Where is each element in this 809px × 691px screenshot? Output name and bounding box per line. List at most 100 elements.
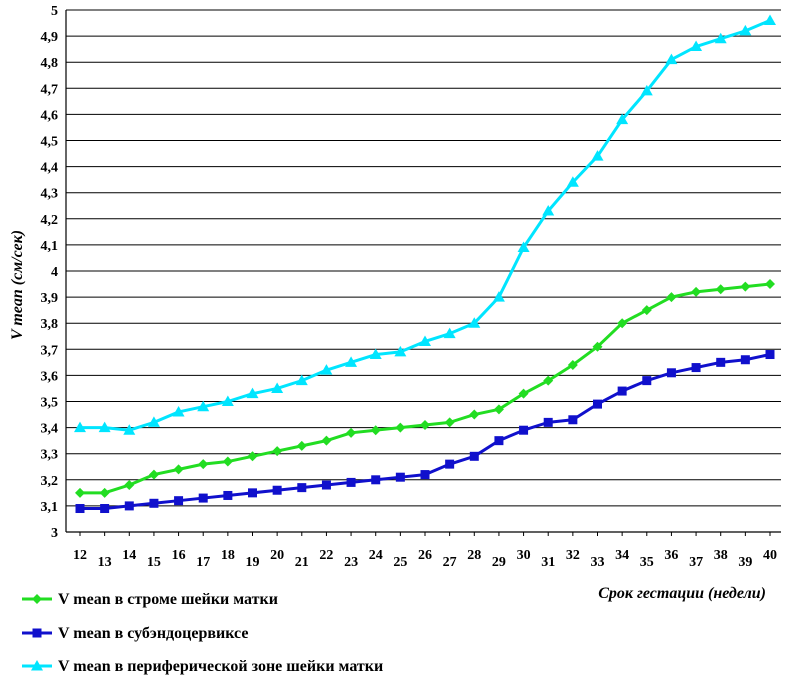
legend-label: V mean в периферической зоне шейки матки — [58, 658, 383, 675]
x-tick-label: 28 — [467, 548, 481, 563]
data-point — [765, 279, 775, 290]
data-point — [566, 176, 579, 187]
data-point — [444, 417, 455, 428]
y-tick-label: 4,1 — [41, 239, 59, 254]
y-tick-label: 3,7 — [41, 343, 59, 358]
x-tick-label: 29 — [492, 555, 506, 570]
data-point — [198, 459, 209, 470]
x-tick-label: 23 — [344, 555, 358, 570]
data-point — [124, 480, 135, 491]
y-tick-label: 3,4 — [41, 422, 59, 437]
data-point — [764, 14, 776, 25]
legend-item: V mean в периферической зоне шейки матки — [22, 658, 383, 675]
x-tick-label: 30 — [517, 548, 531, 563]
x-tick-label: 18 — [221, 548, 235, 563]
series-line — [80, 353, 771, 511]
x-tick-label: 16 — [172, 548, 186, 563]
y-tick-labels: 3 3,1 3,2 3,3 3,4 3,5 3,6 3,7 3,8 3,9 4 4,1 4,2 4,3 4,… — [41, 4, 59, 541]
x-tick-label: 35 — [640, 555, 654, 570]
y-tick-label: 4,8 — [41, 56, 59, 71]
data-point — [517, 241, 530, 253]
data-point — [271, 382, 284, 393]
legend-label: V mean в строме шейки матки — [58, 591, 278, 608]
data-point — [147, 416, 160, 427]
data-point — [617, 386, 627, 396]
data-point — [272, 485, 282, 495]
x-tick-label: 33 — [591, 555, 605, 570]
x-tick-label: 32 — [566, 548, 580, 563]
data-point — [370, 425, 381, 436]
y-tick-label: 3,9 — [41, 291, 59, 306]
data-point — [714, 32, 727, 44]
data-point — [739, 24, 752, 36]
data-point — [297, 483, 307, 493]
data-point — [641, 305, 652, 316]
data-point — [248, 488, 257, 498]
data-point — [715, 284, 726, 295]
data-point — [149, 498, 159, 508]
data-point — [690, 40, 703, 52]
data-point — [395, 472, 405, 482]
axes — [65, 10, 781, 533]
y-tick-label: 3 — [51, 526, 58, 541]
data-point — [518, 388, 529, 399]
x-tick-label: 31 — [541, 555, 555, 570]
x-tick-label: 34 — [615, 548, 629, 563]
data-point — [593, 399, 602, 409]
x-axis-label: Срок гестации (недели) — [598, 585, 766, 602]
x-tick-label: 40 — [763, 548, 777, 563]
data-point — [592, 341, 603, 352]
x-tick-label: 17 — [196, 555, 210, 570]
data-point — [617, 318, 628, 329]
data-point — [419, 335, 431, 346]
data-point — [100, 504, 110, 514]
data-point — [197, 400, 210, 412]
data-point — [98, 421, 111, 433]
gridlines — [66, 9, 781, 533]
data-point — [420, 470, 430, 480]
data-point — [247, 451, 258, 462]
x-tick-label: 27 — [443, 555, 457, 570]
data-point — [296, 440, 307, 451]
y-tick-label: 4,4 — [41, 161, 59, 176]
legend: V mean в строме шейки матки V mean в субэ… — [22, 591, 383, 675]
y-tick-label: 3,5 — [41, 396, 59, 411]
y-tick-label: 4,7 — [41, 82, 59, 97]
data-point — [492, 291, 505, 302]
data-point — [640, 84, 653, 96]
x-tick-label: 37 — [689, 555, 703, 570]
data-point — [320, 364, 333, 375]
legend-marker — [32, 628, 42, 638]
data-point — [543, 417, 553, 427]
x-tick-label: 25 — [393, 555, 407, 570]
series-line — [80, 19, 771, 432]
x-tick-label: 36 — [664, 548, 678, 563]
data-point — [172, 405, 185, 417]
x-tick-label: 20 — [270, 548, 284, 563]
series-2 — [75, 350, 775, 514]
legend-marker — [32, 594, 42, 604]
data-point — [765, 350, 775, 360]
y-tick-label: 5 — [51, 4, 58, 19]
data-point — [443, 327, 456, 339]
data-point — [542, 204, 555, 216]
data-point — [321, 480, 331, 490]
y-tick-label: 4,2 — [41, 213, 59, 228]
data-point — [99, 487, 110, 498]
data-point — [295, 374, 308, 386]
data-point — [616, 113, 629, 125]
data-point — [75, 487, 85, 498]
x-tick-label: 21 — [295, 555, 309, 570]
data-point — [568, 415, 578, 425]
series-1 — [75, 279, 775, 498]
data-point — [346, 477, 356, 487]
y-tick-label: 3,8 — [41, 317, 59, 332]
data-point — [691, 363, 701, 373]
x-tick-labels: 12 13 14 15 16 17 18 19 20 21 22 23 24 25 26 27 28 29 30 31… — [73, 532, 777, 570]
data-point — [666, 292, 677, 303]
data-point — [221, 395, 234, 406]
data-point — [369, 348, 382, 360]
x-tick-label: 39 — [738, 555, 752, 570]
y-tick-label: 4,6 — [41, 108, 59, 123]
data-point — [468, 317, 481, 328]
